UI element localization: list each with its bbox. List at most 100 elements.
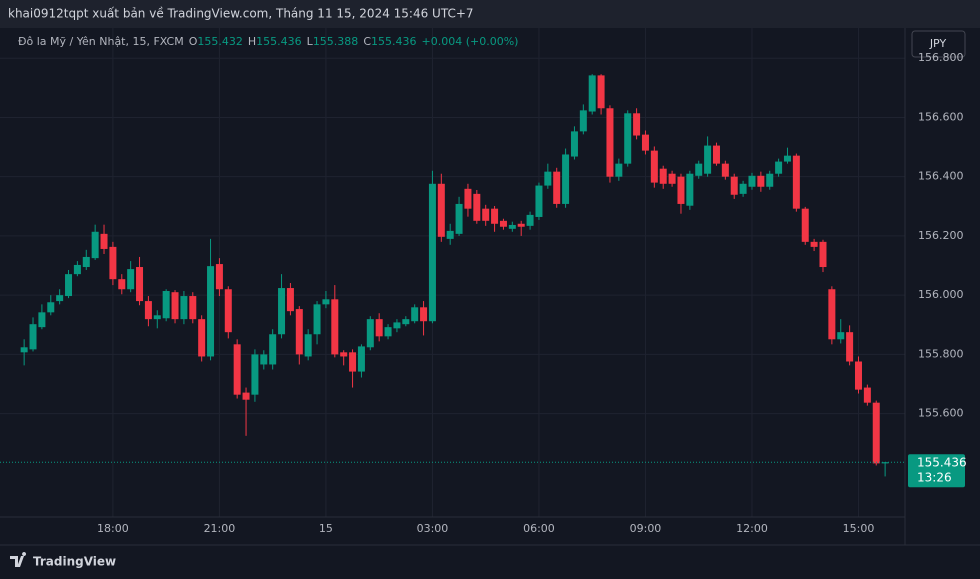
candle-body [420,307,428,322]
candle-body [233,344,241,395]
candle-body [428,183,436,322]
candle-body [588,75,596,112]
candle-body [20,347,28,353]
candle-body [455,203,463,234]
candle-body [659,168,667,184]
ohlc-value: 155.388 [313,35,359,48]
candle-body [91,231,99,259]
candle-body [783,155,791,162]
candle-body [508,224,516,229]
candle-body [242,392,250,400]
legend-header: Đô la Mỹ / Yên Nhật, 15, FXCM O155.432 H15… [18,35,518,48]
candle-body [641,134,649,151]
candle-body [695,163,703,176]
currency-button-label[interactable]: JPY [929,37,947,50]
y-tick-label: 156.200 [918,229,964,242]
candle-body [215,264,223,290]
x-tick-label: 03:00 [417,522,449,535]
candle-body [872,402,880,464]
candle-body [224,289,232,333]
x-tick-label: 15 [319,522,333,535]
candle-body [162,291,170,319]
candle-body [375,319,383,337]
candle-body [29,324,37,350]
candle-body [47,302,55,313]
y-tick-label: 156.000 [918,288,964,301]
candle-body [854,361,862,390]
candle-body [322,299,330,305]
candle-body [606,108,614,177]
candle-body [748,175,756,187]
candle-body [127,269,135,290]
x-tick-label: 15:00 [843,522,875,535]
currency-button[interactable] [911,30,966,58]
x-tick-label: 21:00 [204,522,236,535]
candle-body [349,352,357,372]
candle-body [757,175,765,187]
y-tick-label: 156.600 [918,110,964,123]
ohlc-value: 155.432 [197,35,243,48]
candle-body [100,233,108,249]
candle-body [82,256,90,268]
candle-body [837,332,845,340]
ohlc-label: C [363,35,371,48]
y-tick-label: 156.800 [918,51,964,64]
candle-body [269,334,277,365]
candle-body [863,387,871,403]
x-tick-label: 06:00 [523,522,555,535]
candle-body [810,241,818,247]
top-bar [0,0,980,28]
candle-body [792,155,800,209]
candle-body [402,319,410,325]
candle-body [393,322,401,329]
candle-body [198,319,206,357]
candle-body [473,193,481,221]
candle-body [65,274,73,297]
brand: TradingView [33,555,116,569]
candle-body [73,264,81,275]
candle-body [801,208,809,242]
candle-body [153,315,161,320]
candle-body [180,296,188,320]
candle-body [366,319,374,348]
candle-body [340,352,348,357]
candle-body [136,267,144,302]
candle-body [624,113,632,164]
candle-body [144,301,152,320]
candle-body [819,241,827,268]
candle-body [189,296,197,320]
y-tick-label: 155.600 [918,407,964,420]
candle-body [464,188,472,209]
candle-body [171,292,179,320]
ohlc-label: H [248,35,256,48]
candle-body [526,214,534,226]
candle-body [775,161,783,174]
candle-body [251,354,259,395]
candle-body [633,113,641,136]
candle-body [881,462,889,464]
candle-body [109,246,117,280]
candle-body [499,220,507,227]
ohlc-value: 155.436 [256,35,302,48]
candle-body [207,266,215,357]
x-tick-label: 12:00 [736,522,768,535]
candle-body [668,173,676,184]
candle-body [38,312,46,328]
candle-body [331,299,339,355]
candle-body [553,171,561,204]
candle-body [535,185,543,217]
candle-body [313,304,321,335]
bar-countdown: 13:26 [917,471,952,485]
ohlc-label: O [189,35,198,48]
candle-body [730,176,738,195]
published-info: khai0912tqpt xuất bản về TradingView.com… [8,7,474,21]
x-tick-label: 18:00 [97,522,129,535]
footer [0,545,980,579]
candle-body [650,150,658,183]
candle-body [384,327,392,337]
candle-body [766,173,774,187]
last-price-label: 155.436 [917,456,967,470]
symbol-title: Đô la Mỹ / Yên Nhật, 15, FXCM [18,35,184,48]
